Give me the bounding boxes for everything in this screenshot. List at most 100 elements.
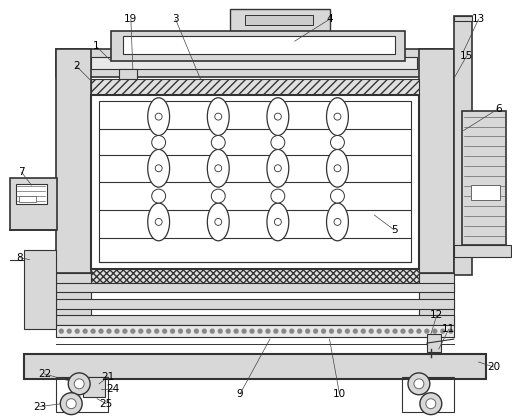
- Bar: [427, 334, 441, 352]
- Bar: [15, 184, 47, 204]
- Circle shape: [90, 329, 96, 334]
- Text: 21: 21: [101, 372, 115, 382]
- Circle shape: [215, 219, 222, 225]
- Bar: [419, 273, 454, 327]
- Circle shape: [75, 329, 80, 334]
- Circle shape: [202, 329, 207, 334]
- Text: 23: 23: [33, 402, 46, 412]
- Circle shape: [384, 329, 390, 334]
- Circle shape: [400, 329, 406, 334]
- Text: 5: 5: [391, 225, 397, 235]
- Circle shape: [66, 399, 76, 409]
- Bar: [24, 250, 57, 329]
- Ellipse shape: [326, 98, 348, 136]
- Bar: [402, 377, 454, 412]
- Bar: [57, 325, 454, 337]
- Circle shape: [178, 329, 183, 334]
- Circle shape: [305, 329, 310, 334]
- Circle shape: [420, 393, 442, 414]
- Circle shape: [334, 113, 341, 120]
- Ellipse shape: [207, 203, 229, 241]
- Circle shape: [414, 379, 424, 389]
- Circle shape: [211, 136, 225, 149]
- Text: 12: 12: [430, 310, 444, 320]
- Circle shape: [432, 329, 437, 334]
- Circle shape: [186, 329, 191, 334]
- Ellipse shape: [326, 149, 348, 187]
- Circle shape: [155, 219, 162, 225]
- Circle shape: [408, 373, 430, 395]
- Circle shape: [152, 136, 166, 149]
- Text: 4: 4: [326, 14, 333, 24]
- Circle shape: [115, 329, 119, 334]
- Circle shape: [99, 329, 103, 334]
- Circle shape: [393, 329, 397, 334]
- Circle shape: [155, 113, 162, 120]
- Bar: [454, 16, 471, 21]
- Circle shape: [154, 329, 159, 334]
- Circle shape: [68, 373, 90, 395]
- Bar: [454, 16, 471, 274]
- Text: 20: 20: [487, 362, 500, 372]
- Circle shape: [83, 329, 87, 334]
- Text: 9: 9: [237, 389, 244, 399]
- Bar: [111, 31, 405, 61]
- Circle shape: [274, 113, 281, 120]
- Circle shape: [289, 329, 294, 334]
- Circle shape: [155, 165, 162, 172]
- Circle shape: [60, 393, 82, 414]
- Circle shape: [146, 329, 151, 334]
- Circle shape: [345, 329, 350, 334]
- Circle shape: [274, 165, 281, 172]
- Ellipse shape: [267, 98, 289, 136]
- Circle shape: [353, 329, 358, 334]
- Circle shape: [170, 329, 175, 334]
- Ellipse shape: [207, 98, 229, 136]
- Bar: [19, 196, 36, 202]
- Circle shape: [409, 329, 413, 334]
- Circle shape: [377, 329, 382, 334]
- Circle shape: [162, 329, 167, 334]
- Circle shape: [74, 379, 84, 389]
- Text: 15: 15: [460, 51, 473, 61]
- Circle shape: [226, 329, 231, 334]
- Bar: [462, 111, 506, 245]
- Circle shape: [321, 329, 326, 334]
- Bar: [123, 36, 395, 54]
- Text: 25: 25: [99, 399, 113, 409]
- Bar: [454, 245, 511, 257]
- Circle shape: [152, 189, 166, 203]
- Circle shape: [258, 329, 263, 334]
- Circle shape: [218, 329, 223, 334]
- Circle shape: [369, 329, 374, 334]
- Bar: [24, 354, 486, 379]
- Text: 8: 8: [16, 253, 23, 263]
- Bar: [91, 79, 419, 95]
- Circle shape: [329, 329, 334, 334]
- Circle shape: [334, 219, 341, 225]
- Circle shape: [297, 329, 302, 334]
- Circle shape: [426, 399, 436, 409]
- Circle shape: [211, 189, 225, 203]
- Text: 19: 19: [124, 14, 137, 24]
- Ellipse shape: [148, 98, 170, 136]
- Circle shape: [281, 329, 286, 334]
- Text: 13: 13: [472, 14, 485, 24]
- Ellipse shape: [267, 149, 289, 187]
- Text: 22: 22: [38, 369, 51, 379]
- Circle shape: [194, 329, 199, 334]
- Bar: [230, 9, 329, 31]
- Circle shape: [271, 136, 285, 149]
- Bar: [57, 299, 454, 309]
- Text: 2: 2: [73, 61, 80, 71]
- Circle shape: [425, 329, 429, 334]
- Circle shape: [273, 329, 279, 334]
- Text: 11: 11: [442, 324, 455, 334]
- Circle shape: [331, 136, 344, 149]
- Circle shape: [448, 329, 453, 334]
- Bar: [419, 49, 454, 273]
- Circle shape: [215, 165, 222, 172]
- Text: 7: 7: [19, 167, 25, 177]
- Ellipse shape: [148, 203, 170, 241]
- Circle shape: [250, 329, 254, 334]
